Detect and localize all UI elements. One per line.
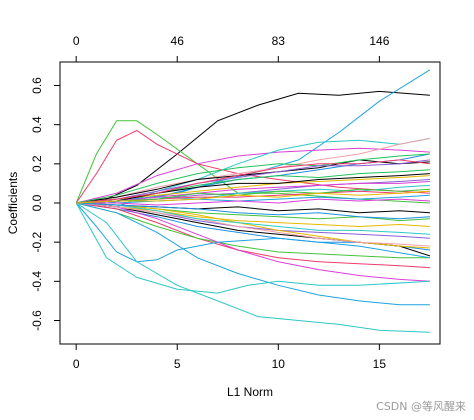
- coefficient-path-28: [75, 202, 430, 294]
- top-x-axis: 0 46 83 146: [73, 34, 390, 62]
- series-lines: [75, 69, 431, 333]
- top-tick-label-2: 46: [171, 34, 185, 48]
- y-tick-label-6: 0.4: [30, 116, 44, 133]
- top-tick-label-1: 0: [73, 34, 80, 48]
- coefficient-path-25: [76, 202, 430, 282]
- y-tick-label-7: 0.6: [30, 77, 44, 94]
- coefficient-path-35: [76, 159, 430, 204]
- coefficient-path-32: [76, 159, 430, 204]
- y-tick-label-2: -0.4: [30, 271, 44, 292]
- watermark-text: CSDN @等风醒来: [376, 400, 466, 413]
- top-tick-label-3: 83: [272, 34, 286, 48]
- coefficient-path-30: [76, 202, 430, 249]
- coefficient-path-40: [76, 190, 430, 204]
- x-tick-label-2: 5: [174, 357, 181, 371]
- x-tick-label-3: 10: [272, 357, 286, 371]
- coefficient-path-39: [76, 202, 430, 220]
- y-tick-label-5: 0.2: [30, 155, 44, 172]
- coefficient-path-26: [75, 202, 430, 263]
- top-tick-label-4: 146: [369, 34, 389, 48]
- x-tick-label-1: 0: [73, 357, 80, 371]
- coefficient-path-37: [76, 181, 430, 204]
- bottom-x-axis: 0 5 10 15: [73, 344, 387, 371]
- coefficient-path-8: [76, 137, 430, 204]
- coefficient-path-31: [76, 153, 430, 204]
- y-axis: -0.6 -0.4 -0.2 0.0 0.2 0.4 0.6: [30, 77, 60, 331]
- coefficient-path-3: [75, 120, 430, 204]
- y-tick-label-3: -0.2: [30, 232, 44, 253]
- y-tick-label-4: 0.0: [30, 194, 44, 211]
- coefficient-path-27: [76, 202, 430, 306]
- coefficient-path-19: [76, 202, 430, 228]
- coefficient-path-33: [76, 202, 430, 247]
- y-axis-label: Coefficients: [6, 172, 20, 234]
- coefficient-path-15: [76, 194, 430, 204]
- x-axis-label: L1 Norm: [227, 385, 273, 399]
- coefficient-path-34: [76, 173, 430, 204]
- coefficient-path-4: [75, 129, 430, 204]
- coefficient-path-16: [76, 198, 430, 206]
- coefficient-path-38: [76, 188, 430, 204]
- coefficient-path-24: [76, 202, 430, 259]
- y-tick-label-1: -0.6: [30, 310, 44, 331]
- coefficient-path-29: [75, 202, 430, 333]
- coefficient-path-1: [76, 90, 430, 204]
- coefficient-path-23: [76, 202, 430, 269]
- coefficient-path-36: [76, 202, 430, 235]
- x-tick-label-4: 15: [373, 357, 387, 371]
